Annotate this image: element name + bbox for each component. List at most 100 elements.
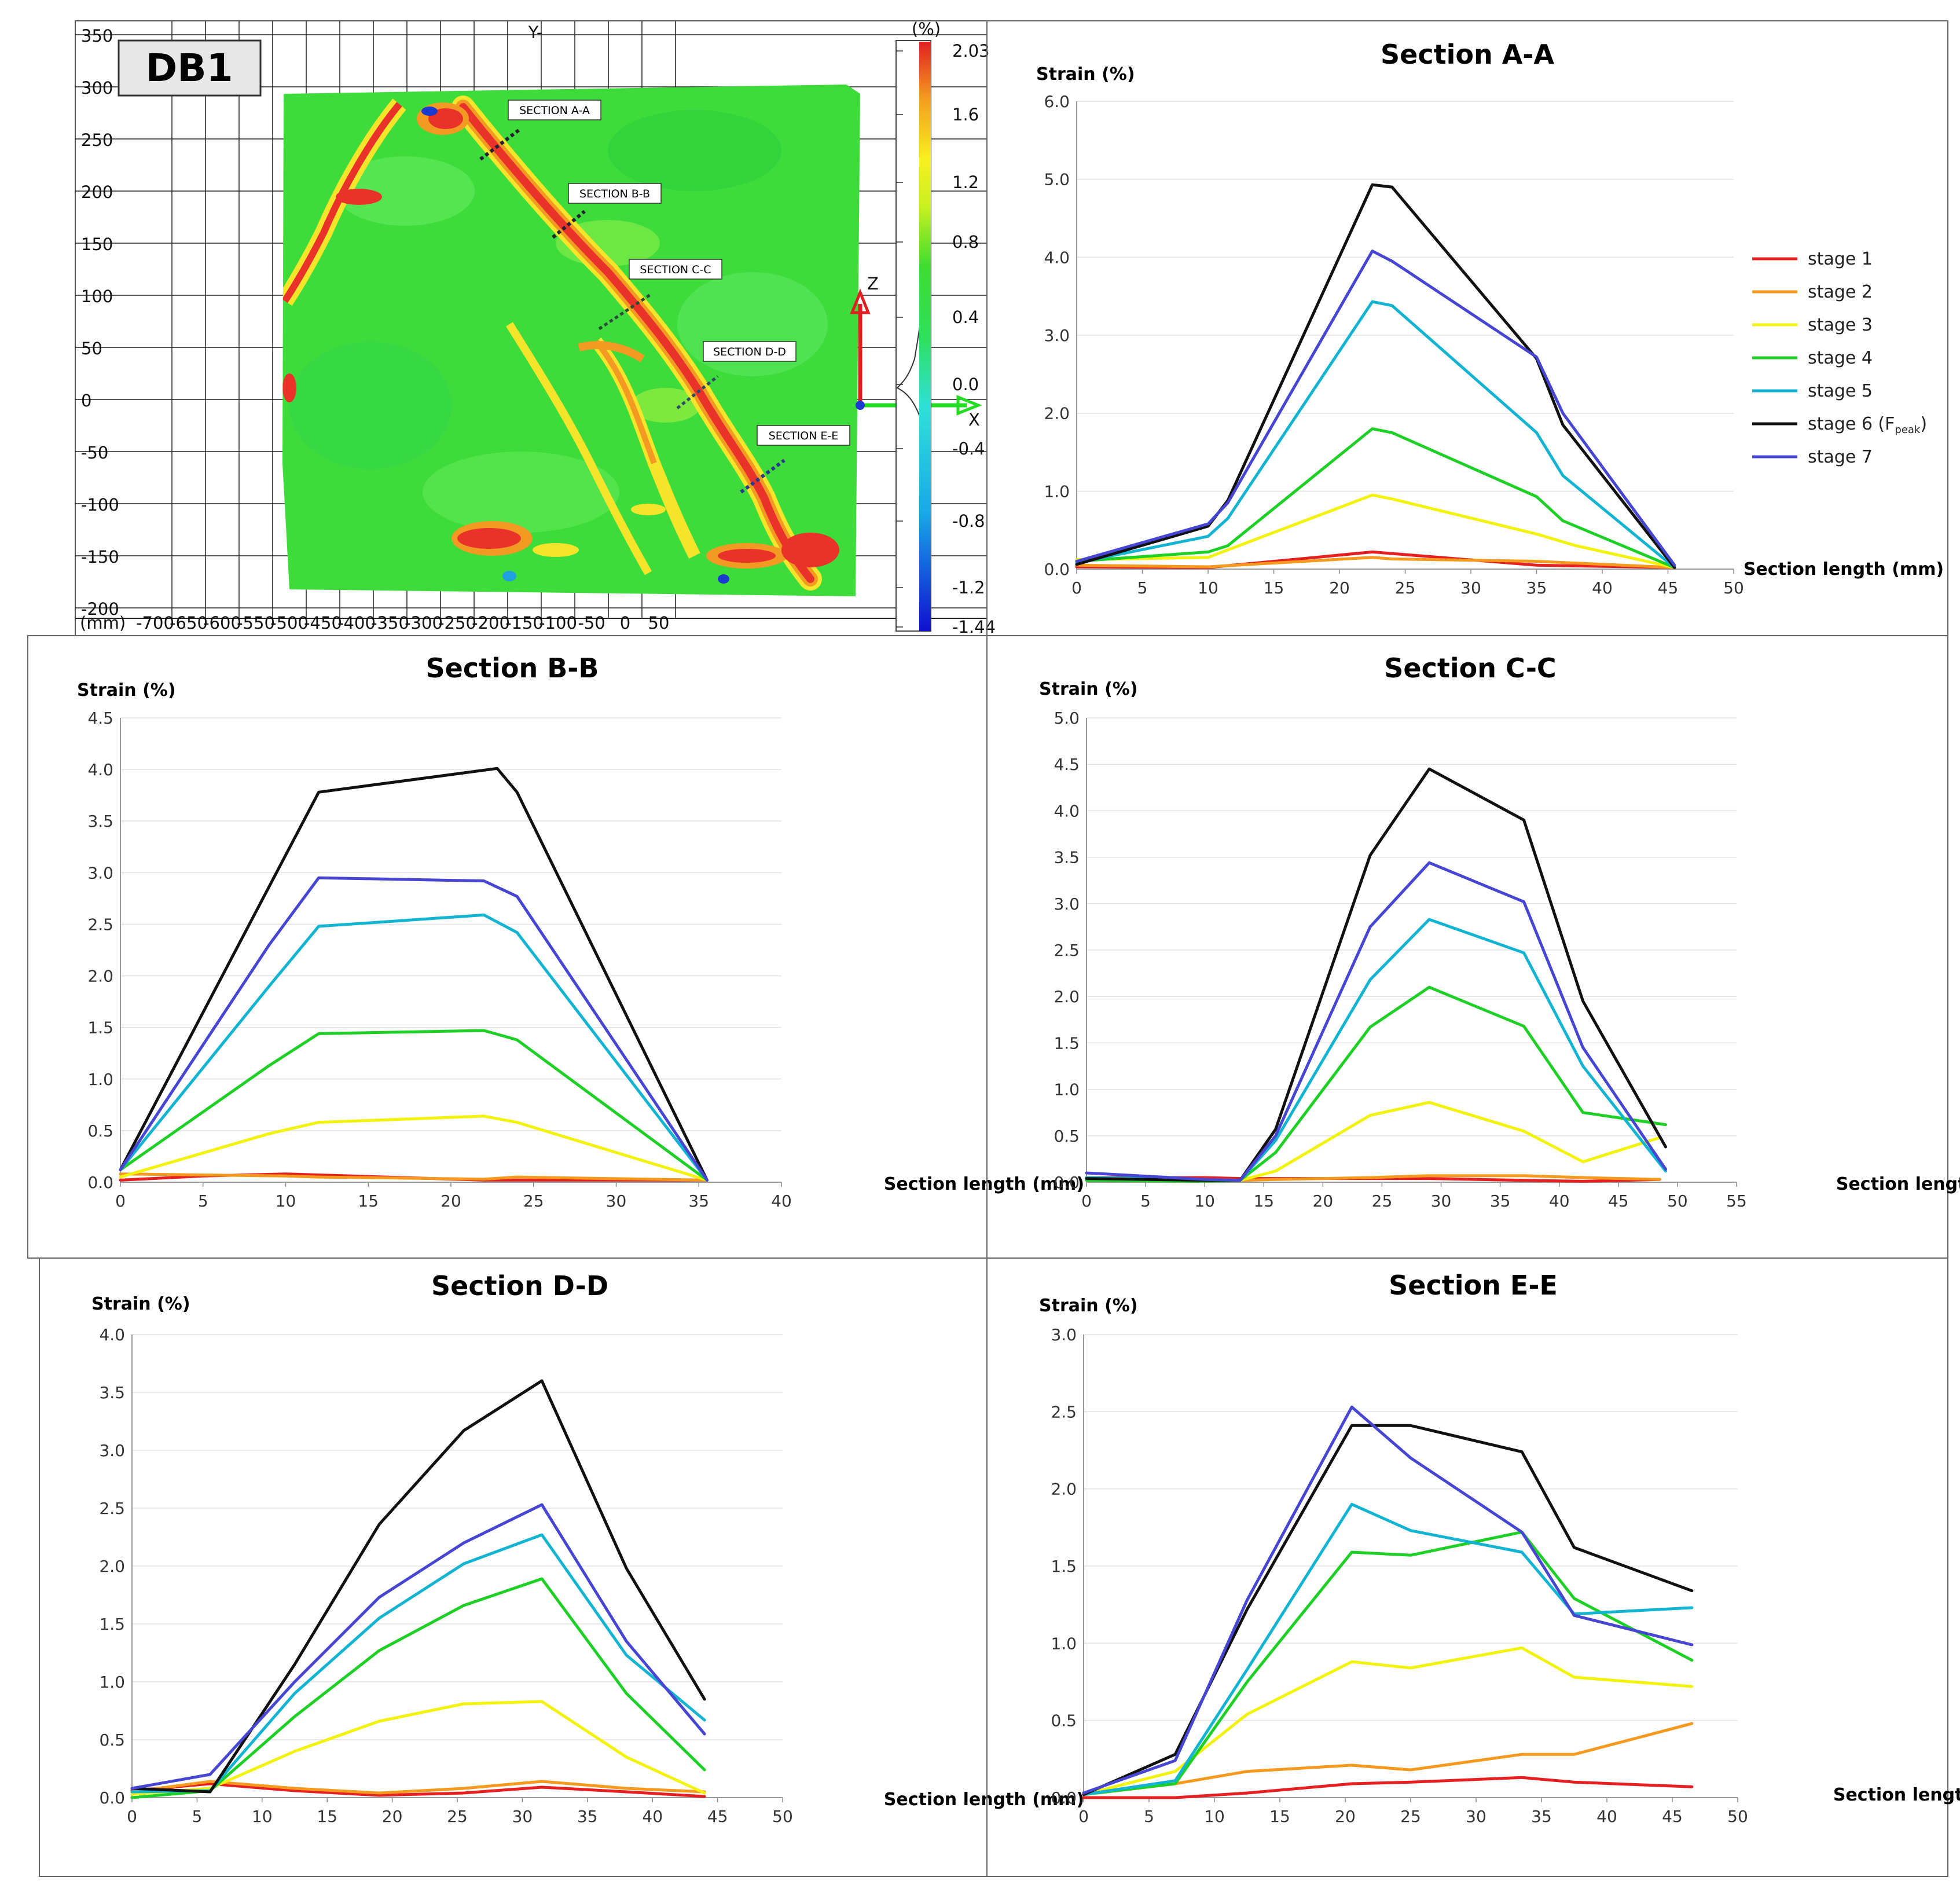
x-tick-label: 10 bbox=[1204, 1807, 1225, 1826]
map-y-tick-11: -200 bbox=[81, 599, 119, 619]
colorbar-tick-0: 2.03 bbox=[952, 41, 990, 61]
y-tick-label: 2.0 bbox=[1051, 1480, 1077, 1499]
series-line-stage-4 bbox=[1075, 427, 1676, 569]
y-tick-label: 3.5 bbox=[87, 812, 113, 831]
legend-label-2: stage 2 bbox=[1808, 282, 1873, 302]
specimen-title: DB1 bbox=[145, 46, 233, 90]
chart-title: Section C-C bbox=[1384, 652, 1556, 684]
y-tick-label: 4.0 bbox=[87, 760, 113, 779]
map-x-ticks: -700-650-600-550-500-450-400-350-300-250… bbox=[136, 613, 669, 633]
y-tick-label: 2.0 bbox=[99, 1557, 125, 1576]
section-labels: SECTION A-A SECTION B-B SECTION C-C SECTION… bbox=[508, 100, 850, 446]
x-tick-label: 10 bbox=[1194, 1191, 1215, 1211]
y-tick-label: 1.5 bbox=[87, 1018, 113, 1037]
legend-label-5: stage 5 bbox=[1808, 381, 1873, 401]
map-x-tick-10: -200 bbox=[472, 613, 510, 633]
map-y-tick-5: 100 bbox=[81, 287, 113, 306]
x-tick-label: 5 bbox=[1144, 1807, 1154, 1826]
x-axis-label: Section length (mm) bbox=[1744, 559, 1944, 580]
specimen-label: DB1 bbox=[118, 39, 262, 97]
chart-section-b: 0.0 0.5 1.0 1.5 2.0 2.5 3.0 3.5 4.0 4.5 0 5 10 15 20 25… bbox=[27, 635, 1084, 1259]
chart-title: Section A-A bbox=[1381, 39, 1554, 70]
section-line-a bbox=[479, 127, 522, 161]
legend-peak-subscript: peak bbox=[1895, 424, 1921, 436]
y-tick-label: 1.5 bbox=[99, 1615, 125, 1634]
series-line-stage-7 bbox=[1085, 861, 1667, 1182]
chart-title: Section D-D bbox=[431, 1270, 608, 1301]
chart-frame bbox=[986, 635, 1948, 1259]
x-tick-label: 25 bbox=[1395, 578, 1416, 597]
series-line-stage-4 bbox=[1085, 985, 1667, 1183]
x-tick-label: 50 bbox=[1727, 1807, 1748, 1826]
x-tick-label: 20 bbox=[1313, 1191, 1334, 1211]
x-axis-label: Section length (mm) bbox=[884, 1174, 1084, 1194]
section-lines bbox=[479, 127, 786, 494]
y-tick-label: 2.5 bbox=[1054, 941, 1080, 960]
y-tick-label: 0.5 bbox=[1054, 1127, 1080, 1146]
series-line-stage-4 bbox=[1082, 1530, 1694, 1796]
x-tick-label: 20 bbox=[1329, 578, 1350, 597]
x-tick-label: 30 bbox=[606, 1191, 627, 1211]
z-axis-label: Z bbox=[867, 274, 879, 294]
section-label-box-2 bbox=[629, 259, 722, 280]
y-tick-label: 6.0 bbox=[1044, 92, 1070, 111]
y-tick-label: 3.0 bbox=[1044, 326, 1070, 345]
x-tick-label: 30 bbox=[1466, 1807, 1486, 1826]
series-line-stage-7 bbox=[1075, 250, 1676, 567]
axis-top-label: Y- bbox=[528, 23, 543, 42]
x-arrow-head bbox=[956, 395, 982, 416]
x-tick-label: 5 bbox=[198, 1191, 208, 1211]
colorbar-tick-4: 0.4 bbox=[952, 307, 979, 327]
series-line-stage-3 bbox=[1085, 1101, 1661, 1182]
series-line-stage-7 bbox=[130, 1503, 706, 1790]
colorbar-tick-2: 1.2 bbox=[952, 173, 979, 192]
series-line-stage-6 bbox=[1075, 183, 1676, 569]
x-tick-label: 40 bbox=[642, 1807, 663, 1826]
section-line-c bbox=[598, 292, 652, 331]
x-tick-label: 15 bbox=[1253, 1191, 1274, 1211]
section-label-box-0 bbox=[508, 100, 601, 120]
map-x-tick-3: -550 bbox=[237, 613, 275, 633]
section-label-box-4 bbox=[757, 425, 850, 446]
strain-map-panel: SECTION A-A SECTION B-B SECTION C-C SECTION… bbox=[75, 19, 996, 637]
y-tick-label: 0.0 bbox=[1051, 1788, 1077, 1807]
x-tick-label: 10 bbox=[276, 1191, 296, 1211]
series-line-stage-4 bbox=[119, 1029, 709, 1182]
x-tick-label: 35 bbox=[688, 1191, 709, 1211]
chart-section-a: 0.0 1.0 2.0 3.0 4.0 5.0 6.0 0 5 10 15 20 25 30 35 40 45 5… bbox=[986, 20, 1948, 636]
map-y-tick-3: 200 bbox=[81, 182, 113, 202]
y-tick-label: 1.0 bbox=[1044, 482, 1070, 501]
map-x-tick-6: -400 bbox=[337, 613, 376, 633]
map-y-tick-6: 50 bbox=[81, 339, 102, 358]
y-tick-label: 4.0 bbox=[99, 1325, 125, 1344]
series-line-stage-2 bbox=[1082, 1722, 1694, 1796]
x-tick-label: 5 bbox=[1137, 578, 1148, 597]
z-arrow-head bbox=[850, 288, 871, 314]
chart-frame bbox=[986, 1257, 1948, 1877]
x-tick-label: 40 bbox=[1596, 1807, 1617, 1826]
legend-close-paren: ) bbox=[1920, 414, 1927, 434]
x-tick-label: 20 bbox=[382, 1807, 403, 1826]
section-label-2: SECTION C-C bbox=[640, 263, 711, 276]
y-tick-label: 4.0 bbox=[1044, 248, 1070, 267]
chart-frame bbox=[986, 20, 1948, 636]
x-tick-label: 35 bbox=[1526, 578, 1547, 597]
x-tick-label: 0 bbox=[1078, 1807, 1089, 1826]
legend-label-1: stage 1 bbox=[1808, 249, 1873, 269]
map-x-tick-15: 50 bbox=[648, 613, 670, 633]
series-line-stage-2 bbox=[1075, 556, 1676, 569]
y-axis-label: Strain (%) bbox=[1039, 679, 1138, 699]
section-label-box-1 bbox=[568, 183, 662, 204]
x-tick-label: 20 bbox=[441, 1191, 461, 1211]
legend-label-7: stage 7 bbox=[1808, 447, 1873, 467]
series-line-stage-3 bbox=[130, 1700, 706, 1796]
y-tick-label: 2.0 bbox=[1044, 404, 1070, 423]
series-line-stage-3 bbox=[119, 1114, 709, 1182]
map-y-tick-0: 350 bbox=[81, 26, 113, 46]
strain-field bbox=[282, 85, 860, 596]
y-tick-label: 4.5 bbox=[1054, 755, 1080, 774]
y-tick-label: 3.0 bbox=[1051, 1325, 1077, 1344]
map-x-tick-7: -350 bbox=[371, 613, 409, 633]
legend-label-3: stage 3 bbox=[1808, 315, 1873, 335]
series-line-stage-5 bbox=[119, 913, 709, 1182]
